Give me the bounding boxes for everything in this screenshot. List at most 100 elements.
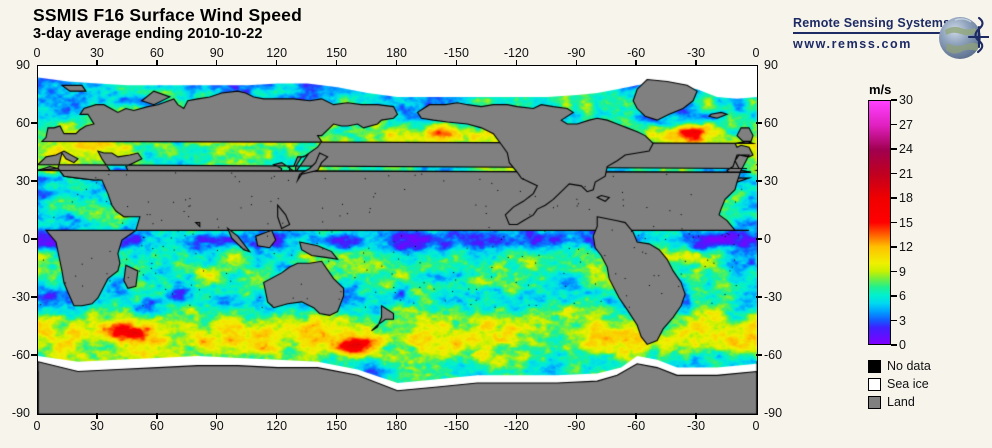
y-tick-label-right: -60 xyxy=(764,348,783,362)
x-tick-mark-top xyxy=(156,60,158,66)
y-tick-label-left: 60 xyxy=(16,116,30,130)
x-tick-label-top: 0 xyxy=(33,46,41,60)
map-raster xyxy=(38,66,757,414)
colorbar-tick-mark xyxy=(891,270,897,273)
x-tick-label-top: -90 xyxy=(567,46,586,60)
colorbar-tick-label: 18 xyxy=(899,191,913,205)
y-tick-mark-left xyxy=(31,180,37,182)
y-tick-label-left: -60 xyxy=(11,348,30,362)
y-tick-mark-left xyxy=(31,296,37,298)
x-tick-mark-top xyxy=(216,60,218,66)
y-tick-label-right: 60 xyxy=(764,116,778,130)
x-tick-label-bottom: -150 xyxy=(443,419,469,433)
colorbar-tick-mark xyxy=(891,221,897,224)
x-tick-label-top: -30 xyxy=(687,46,706,60)
y-tick-label-left: 30 xyxy=(16,174,30,188)
colorbar-tick-mark xyxy=(891,246,897,248)
y-tick-mark-left xyxy=(31,238,37,240)
logo-company-name: Remote Sensing Systems xyxy=(793,16,951,30)
y-tick-mark-right xyxy=(756,296,762,298)
colorbar-tick-mark xyxy=(891,99,897,101)
x-tick-label-bottom: 30 xyxy=(89,419,104,433)
title-block: SSMIS F16 Surface Wind Speed 3-day avera… xyxy=(33,5,302,43)
y-tick-label-right: -30 xyxy=(764,290,783,304)
colorbar-tick-label: 30 xyxy=(899,93,913,107)
x-tick-label-bottom: 0 xyxy=(752,419,760,433)
colorbar-tick-label: 24 xyxy=(899,142,913,156)
wind-speed-map[interactable] xyxy=(37,65,758,415)
y-tick-mark-right xyxy=(756,122,762,124)
page-subtitle: 3-day average ending 2010-10-22 xyxy=(33,26,263,42)
y-tick-label-right: -90 xyxy=(764,406,783,420)
colorbar-tick-label: 15 xyxy=(899,215,913,230)
legend-swatch xyxy=(868,377,881,391)
x-tick-label-bottom: 150 xyxy=(326,419,348,433)
x-tick-label-top: 0 xyxy=(752,46,760,60)
x-tick-label-bottom: 120 xyxy=(266,419,288,433)
x-tick-label-bottom: 180 xyxy=(386,419,407,433)
x-tick-label-top: -120 xyxy=(503,46,529,60)
x-tick-label-bottom: -60 xyxy=(627,419,646,433)
legend-item: No data xyxy=(868,358,931,374)
legend-label: No data xyxy=(887,359,931,373)
colorbar-tick-mark xyxy=(891,319,897,322)
y-tick-mark-right xyxy=(756,238,762,240)
y-tick-mark-right xyxy=(756,354,762,356)
x-tick-mark-top xyxy=(515,60,518,66)
x-tick-label-top: 60 xyxy=(149,46,164,60)
x-tick-mark-top xyxy=(395,60,398,66)
legend-item: Land xyxy=(868,394,931,410)
x-tick-mark-top xyxy=(695,60,697,66)
y-tick-label-right: 90 xyxy=(764,58,778,72)
x-tick-label-top: 120 xyxy=(266,46,288,60)
x-tick-mark-bottom xyxy=(695,413,697,419)
x-tick-mark-bottom xyxy=(395,413,398,419)
colorbar-tick-label: 27 xyxy=(899,117,913,132)
x-tick-label-bottom: 90 xyxy=(209,419,224,433)
x-tick-mark-top xyxy=(275,60,278,66)
x-tick-label-top: -60 xyxy=(627,46,646,60)
x-tick-label-bottom: 0 xyxy=(33,419,41,433)
x-tick-mark-bottom xyxy=(575,413,577,419)
x-tick-mark-top xyxy=(455,60,458,66)
map-legend: No data Sea ice Land xyxy=(868,358,931,412)
colorbar-tick-mark xyxy=(891,197,897,199)
legend-label: Sea ice xyxy=(887,377,929,391)
y-tick-label-left: -90 xyxy=(11,406,30,420)
y-tick-mark-left xyxy=(31,354,37,356)
legend-label: Land xyxy=(887,395,915,409)
x-tick-mark-bottom xyxy=(635,413,637,419)
x-tick-label-top: 150 xyxy=(326,46,348,60)
colorbar-tick-label: 3 xyxy=(899,313,906,328)
x-tick-mark-top xyxy=(575,60,577,66)
x-tick-mark-bottom xyxy=(335,413,338,419)
logo-text: Remote Sensing Systems www.remss.com xyxy=(793,16,951,51)
globe-icon xyxy=(939,16,989,59)
x-tick-label-bottom: -30 xyxy=(687,419,706,433)
colorbar-tick-label: 6 xyxy=(899,289,906,303)
x-tick-mark-bottom xyxy=(216,413,218,419)
x-tick-mark-bottom xyxy=(455,413,458,419)
legend-item: Sea ice xyxy=(868,376,931,392)
x-tick-mark-bottom xyxy=(275,413,278,419)
x-tick-mark-bottom xyxy=(515,413,518,419)
x-tick-label-top: -150 xyxy=(443,46,469,60)
colorbar-tick-label: 9 xyxy=(899,264,906,279)
colorbar-unit-label: m/s xyxy=(869,82,892,97)
y-tick-label-left: -30 xyxy=(11,290,30,304)
y-tick-mark-right xyxy=(756,180,762,182)
colorbar-tick-label: 12 xyxy=(899,240,913,254)
colorbar-tick-mark xyxy=(891,123,897,126)
legend-swatch xyxy=(868,395,881,409)
x-tick-mark-top xyxy=(96,60,98,66)
remss-logo[interactable]: Remote Sensing Systems www.remss.com xyxy=(793,10,989,66)
x-tick-label-top: 180 xyxy=(386,46,407,60)
legend-swatch xyxy=(868,359,881,373)
y-tick-mark-left xyxy=(31,122,37,124)
logo-website-url: www.remss.com xyxy=(793,37,912,51)
y-tick-label-left: 90 xyxy=(16,58,30,72)
logo-divider xyxy=(793,32,945,34)
colorbar-tick-label: 21 xyxy=(899,166,913,181)
colorbar[interactable] xyxy=(868,100,891,345)
x-tick-mark-top xyxy=(635,60,637,66)
